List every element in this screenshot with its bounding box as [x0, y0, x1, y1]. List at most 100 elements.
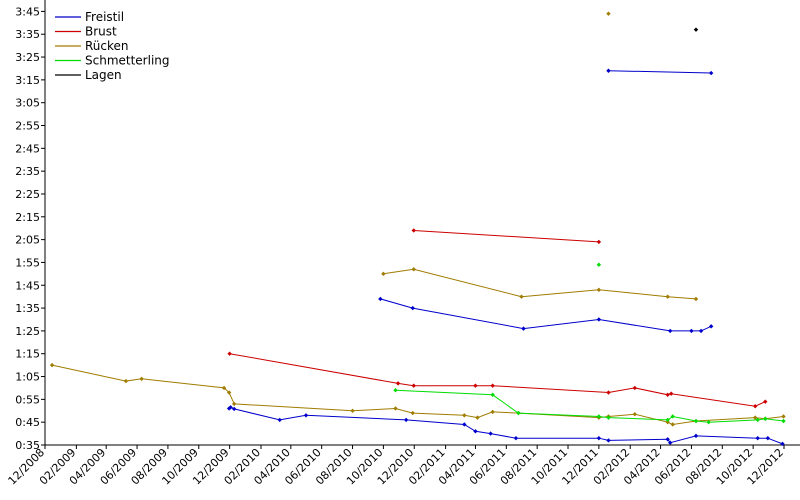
data-point: [755, 417, 760, 423]
y-tick-label: 2:45: [15, 142, 40, 155]
data-point: [781, 418, 786, 424]
series-lagen: [693, 27, 699, 32]
data-point: [632, 385, 637, 391]
y-tick-label: 3:25: [15, 51, 40, 64]
series-freistil: [226, 68, 785, 447]
data-point: [606, 390, 611, 395]
data-point: [521, 326, 526, 331]
data-point: [596, 287, 602, 293]
data-point: [475, 415, 480, 420]
data-point: [519, 294, 524, 299]
data-point: [689, 328, 694, 334]
data-point: [606, 11, 611, 16]
data-point: [596, 239, 602, 245]
y-tick-label: 3:05: [15, 97, 40, 110]
data-point: [665, 437, 670, 442]
data-point: [49, 362, 55, 368]
y-tick-label: 1:05: [15, 371, 40, 384]
data-point: [231, 406, 237, 412]
y-tick-label: 1:55: [15, 256, 40, 269]
data-point: [693, 433, 699, 439]
data-point: [596, 262, 602, 267]
y-tick-label: 3:45: [15, 5, 40, 18]
series-schmetterling: [393, 262, 786, 425]
data-point: [393, 388, 398, 393]
legend-label: Lagen: [85, 68, 122, 82]
series-rcken: [49, 11, 786, 427]
data-point: [411, 267, 416, 272]
y-tick-label: 2:35: [15, 165, 40, 178]
data-point: [490, 409, 495, 415]
y-tick-label: 2:55: [15, 120, 40, 133]
data-point: [596, 317, 602, 322]
data-point: [231, 401, 237, 407]
data-point: [665, 417, 670, 423]
data-point: [488, 431, 493, 436]
data-point: [596, 435, 602, 441]
data-point: [381, 271, 386, 277]
series-line: [413, 230, 599, 243]
series-line: [383, 268, 697, 300]
data-point: [228, 405, 233, 410]
data-point: [606, 68, 611, 73]
y-tick-label: 0:55: [15, 393, 40, 406]
data-point: [490, 392, 495, 397]
data-point: [632, 411, 637, 417]
series-brust: [227, 228, 768, 409]
data-point: [277, 417, 282, 423]
data-point: [221, 385, 227, 391]
data-point: [596, 414, 602, 419]
data-point: [665, 419, 670, 425]
data-point: [411, 228, 416, 233]
data-point: [669, 391, 674, 396]
chart-axes: [44, 0, 800, 446]
data-point: [670, 414, 675, 419]
data-point: [781, 414, 786, 419]
data-point: [670, 422, 675, 427]
y-tick-label: 1:15: [15, 348, 40, 361]
data-point: [765, 435, 771, 441]
data-point: [698, 328, 704, 334]
series-line: [380, 298, 712, 332]
data-point: [411, 383, 416, 388]
y-tick-label: 2:25: [15, 188, 40, 201]
series-line: [51, 364, 784, 426]
data-point: [780, 441, 785, 447]
y-tick-label: 1:25: [15, 325, 40, 338]
data-point: [763, 416, 768, 421]
data-point: [139, 376, 144, 382]
series-line: [228, 406, 783, 445]
data-point: [490, 383, 495, 388]
data-point: [752, 415, 758, 420]
data-point: [763, 399, 768, 404]
data-point: [123, 378, 129, 384]
y-tick-label: 2:15: [15, 211, 40, 224]
data-point: [706, 419, 711, 425]
y-tick-label: 0:45: [15, 416, 40, 429]
data-point: [693, 296, 699, 302]
y-tick-label: 2:05: [15, 234, 40, 247]
data-point: [755, 435, 760, 441]
data-point: [516, 410, 521, 416]
data-point: [665, 294, 670, 299]
data-point: [403, 417, 409, 423]
data-point: [667, 440, 673, 445]
series-line: [608, 70, 712, 74]
data-point: [693, 418, 699, 424]
series-layer: [49, 11, 786, 447]
legend-label: Brust: [85, 25, 117, 39]
y-tick-label: 3:35: [15, 28, 40, 41]
data-point: [227, 351, 232, 356]
data-point: [606, 438, 611, 443]
legend-label: Rücken: [85, 39, 129, 53]
y-tick-label: 3:15: [15, 74, 40, 87]
data-point: [473, 383, 478, 388]
data-point: [303, 413, 309, 418]
y-tick-label: 1:35: [15, 302, 40, 315]
data-point: [667, 328, 673, 334]
data-point: [752, 404, 758, 409]
data-point: [665, 392, 670, 397]
y-axis-ticks: 0:35 0:45 0:55 1:05 1:15 1:25 1:35 1:45 1:55 2:05…: [15, 5, 45, 452]
